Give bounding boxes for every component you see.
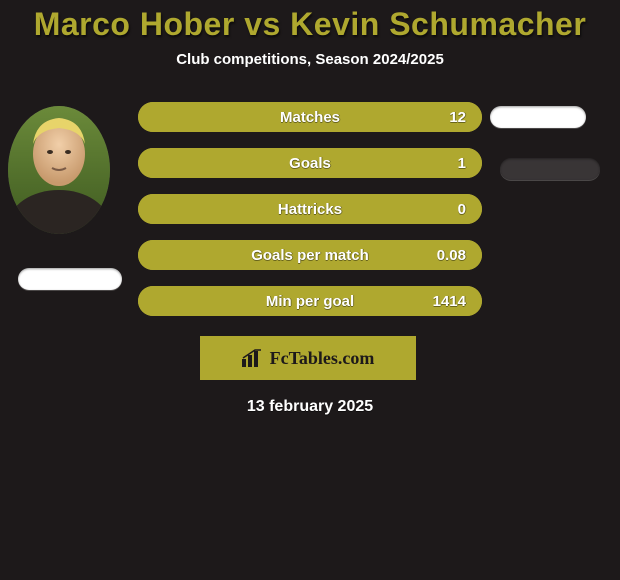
stat-bars: Matches 12 Goals 1 Hattricks 0 Goals per… [138,102,482,332]
stat-bar-label: Matches [138,102,482,132]
snapshot-date: 13 february 2025 [0,398,620,416]
stat-bar: Goals 1 [138,148,482,178]
comparison-title: Marco Hober vs Kevin Schumacher [0,6,620,43]
player-left-name-pill [18,268,122,290]
stat-bar-label: Goals [138,148,482,178]
stat-bar-value: 1414 [433,286,466,316]
stat-bar-label: Goals per match [138,240,482,270]
player-right-secondary-pill [500,158,600,180]
stat-bar-value: 0.08 [437,240,466,270]
player-right-name-pill [490,106,586,128]
stat-bar-label: Min per goal [138,286,482,316]
player-left-avatar [8,106,110,234]
stat-bar: Min per goal 1414 [138,286,482,316]
avatar-placeholder-icon [8,106,110,234]
stat-bar-label: Hattricks [138,194,482,224]
fctables-logo-text: FcTables.com [270,348,375,369]
bar-chart-icon [242,349,264,367]
stat-bar-value: 0 [458,194,466,224]
stat-bar: Goals per match 0.08 [138,240,482,270]
stat-bar: Matches 12 [138,102,482,132]
stat-bar: Hattricks 0 [138,194,482,224]
comparison-subtitle: Club competitions, Season 2024/2025 [0,51,620,68]
stat-bar-value: 12 [449,102,466,132]
fctables-logo: FcTables.com [200,336,416,380]
stat-bar-value: 1 [458,148,466,178]
